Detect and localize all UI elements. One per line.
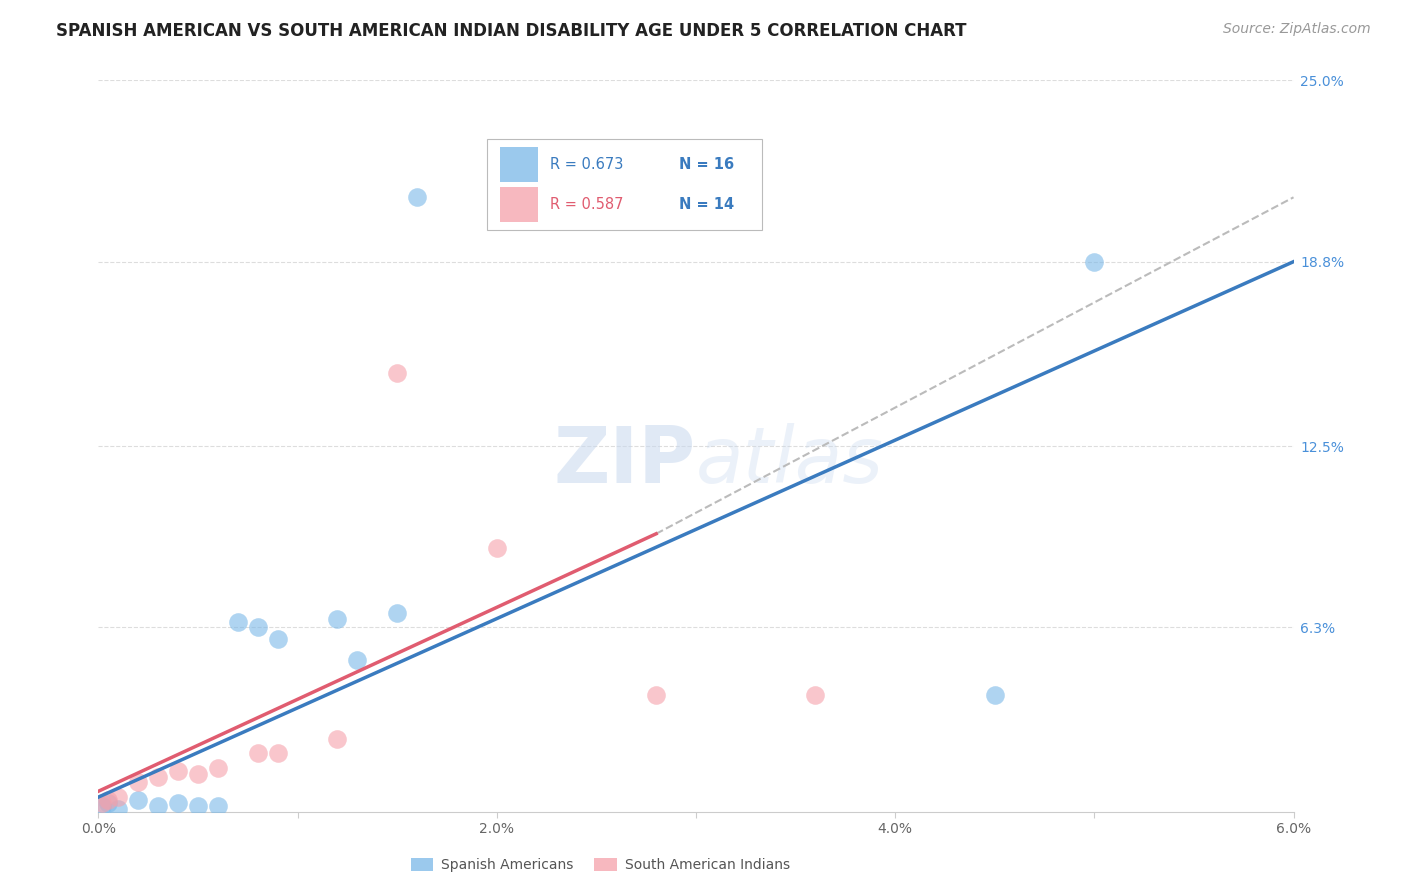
Point	[167, 796, 190, 810]
Point	[326, 731, 349, 746]
FancyBboxPatch shape	[501, 187, 538, 222]
Text: ZIP: ZIP	[554, 423, 696, 499]
Point	[267, 746, 290, 760]
Text: R = 0.587: R = 0.587	[550, 197, 624, 212]
Point	[645, 688, 668, 702]
Point	[346, 652, 368, 666]
Text: N = 14: N = 14	[679, 197, 734, 212]
Point	[107, 790, 129, 805]
Point	[246, 620, 269, 634]
Text: SPANISH AMERICAN VS SOUTH AMERICAN INDIAN DISABILITY AGE UNDER 5 CORRELATION CHA: SPANISH AMERICAN VS SOUTH AMERICAN INDIA…	[56, 22, 967, 40]
Point	[148, 798, 170, 813]
Point	[267, 632, 290, 646]
Text: atlas: atlas	[696, 423, 884, 499]
Point	[226, 615, 249, 629]
Point	[485, 541, 508, 556]
Point	[207, 798, 229, 813]
Point	[107, 802, 129, 816]
Point	[97, 796, 120, 810]
Point	[326, 612, 349, 626]
Point	[127, 775, 149, 789]
Text: Source: ZipAtlas.com: Source: ZipAtlas.com	[1223, 22, 1371, 37]
Point	[187, 766, 209, 780]
Point	[148, 770, 170, 784]
Text: R = 0.673: R = 0.673	[550, 157, 623, 172]
Point	[207, 761, 229, 775]
Point	[97, 793, 120, 807]
FancyBboxPatch shape	[501, 147, 538, 182]
Point	[91, 798, 114, 813]
Point	[246, 746, 269, 760]
Point	[1083, 254, 1105, 268]
Text: N = 16: N = 16	[679, 157, 734, 172]
Point	[187, 798, 209, 813]
Point	[406, 190, 429, 204]
Point	[91, 796, 114, 810]
Point	[385, 606, 409, 620]
Point	[127, 793, 149, 807]
Legend: Spanish Americans, South American Indians: Spanish Americans, South American Indian…	[405, 853, 796, 878]
Point	[167, 764, 190, 778]
Point	[385, 366, 409, 380]
Point	[984, 688, 1007, 702]
FancyBboxPatch shape	[486, 139, 762, 230]
Point	[804, 688, 827, 702]
